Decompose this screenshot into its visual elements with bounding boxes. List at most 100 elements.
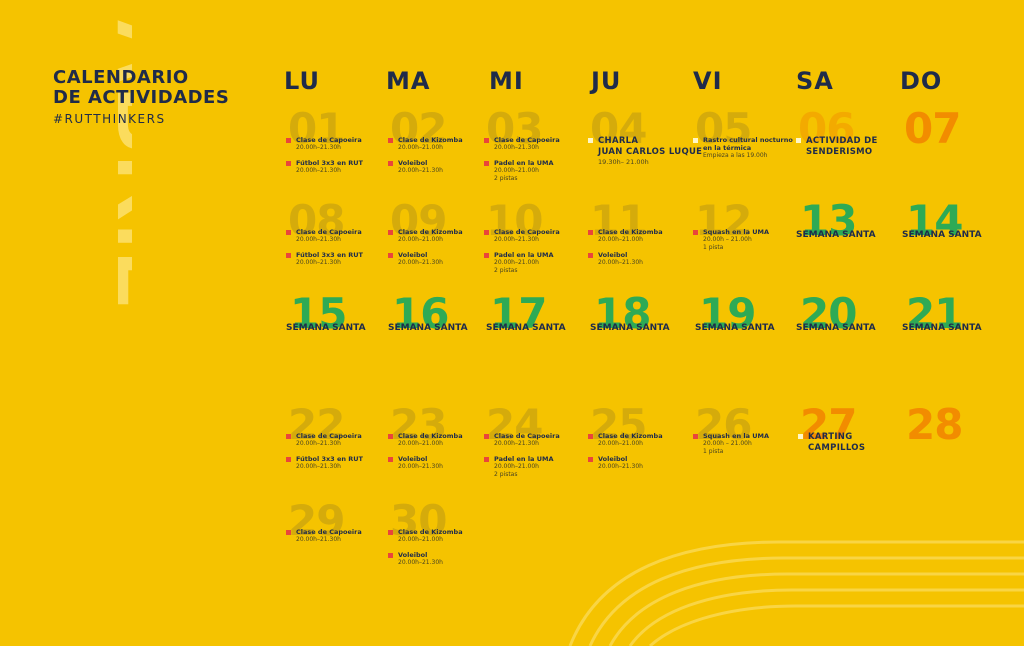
- event-item[interactable]: Clase de Kizomba 20.00h–21.00h: [388, 136, 498, 152]
- event-item[interactable]: Clase de Kizomba 20.00h–21.00h: [588, 228, 698, 244]
- event-title: Clase de Kizomba: [398, 136, 463, 144]
- event-item[interactable]: Squash en la UMA 20.00h – 21.00h 1 pista: [693, 432, 803, 456]
- event-title: Rastro cultural nocturno: [703, 136, 793, 144]
- day-cell[interactable]: 14 SEMANA SANTA: [902, 200, 1004, 288]
- event-item[interactable]: Voleibol 20.00h–21.30h: [588, 251, 698, 267]
- event-note: 1 pista: [703, 448, 724, 455]
- event-item[interactable]: Voleibol 20.00h–21.30h: [388, 455, 498, 471]
- day-number: 04: [590, 104, 647, 153]
- holiday-label: SEMANA SANTA: [902, 230, 982, 240]
- event-title-2: JUAN CARLOS LUQUE: [598, 147, 703, 157]
- event-item[interactable]: Clase de Capoeira 20.00h–21.30h: [286, 228, 396, 244]
- day-cell[interactable]: 07: [902, 108, 1002, 196]
- event-title: Padel en la UMA: [494, 159, 554, 167]
- event-item[interactable]: Clase de Capoeira 20.00h–21.30h: [286, 136, 396, 152]
- day-number: 21: [906, 289, 963, 338]
- day-cell[interactable]: 16 SEMANA SANTA: [388, 293, 490, 381]
- day-number: 25: [590, 400, 647, 449]
- day-cell[interactable]: 26 Squash en la UMA 20.00h – 21.00h 1 pi…: [693, 404, 793, 492]
- day-cell[interactable]: 21 SEMANA SANTA: [902, 289, 1004, 381]
- event-item[interactable]: Clase de Capoeira 20.00h–21.30h: [484, 432, 594, 448]
- event-item[interactable]: Voleibol 20.00h–21.30h: [388, 159, 498, 175]
- event-item[interactable]: Fútbol 3x3 en RUT 20.00h–21.30h: [286, 159, 396, 175]
- day-number: 10: [486, 196, 543, 245]
- event-item[interactable]: Clase de Capoeira 20.00h–21.30h: [484, 228, 594, 244]
- day-cell[interactable]: 04 CHARLA JUAN CARLOS LUQUE 19.30h– 21.0…: [588, 104, 702, 196]
- day-cell[interactable]: 27 KARTING CAMPILLOS: [798, 404, 898, 492]
- day-cell[interactable]: 06 ACTIVIDAD DE SENDERISMO: [796, 108, 896, 196]
- event-time: 20.00h–21.30h: [296, 463, 341, 470]
- event-item[interactable]: Voleibol 20.00h–21.30h: [388, 551, 498, 567]
- day-cell[interactable]: 20 SEMANA SANTA: [796, 293, 898, 381]
- day-cell[interactable]: 09 Clase de Kizomba 20.00h–21.00h Voleib…: [388, 200, 488, 288]
- event-item[interactable]: ACTIVIDAD DE SENDERISMO: [796, 136, 906, 158]
- event-item[interactable]: Squash en la UMA 20.00h – 21.00h 1 pista: [693, 228, 803, 252]
- event-item[interactable]: Voleibol 20.00h–21.30h: [388, 251, 498, 267]
- event-title: Clase de Kizomba: [398, 528, 463, 536]
- day-cell[interactable]: 25 Clase de Kizomba 20.00h–21.00h Voleib…: [588, 404, 688, 492]
- event-time: 20.00h–21.30h: [398, 167, 443, 174]
- event-item[interactable]: Padel en la UMA 20.00h–21.00h 2 pistas: [484, 251, 594, 275]
- day-number: 15: [290, 289, 347, 338]
- event-item[interactable]: CHARLA JUAN CARLOS LUQUE 19.30h– 21.00h: [588, 136, 703, 166]
- day-cell[interactable]: 29 Clase de Capoeira 20.00h–21.30h: [286, 500, 386, 588]
- day-cell[interactable]: 28: [904, 404, 1004, 492]
- event-time: 20.00h–21.00h: [598, 440, 643, 447]
- dayname-sun: DO: [900, 67, 943, 95]
- holiday-label: SEMANA SANTA: [796, 323, 876, 333]
- event-item[interactable]: KARTING CAMPILLOS: [798, 432, 908, 454]
- day-number: 13: [800, 196, 857, 245]
- event-item[interactable]: Padel en la UMA 20.00h–21.00h 2 pistas: [484, 455, 594, 479]
- day-number: 11: [590, 196, 647, 245]
- event-item[interactable]: Clase de Capoeira 20.00h–21.30h: [286, 528, 396, 544]
- event-note: 2 pistas: [494, 175, 518, 182]
- day-cell[interactable]: 30 Clase de Kizomba 20.00h–21.00h Voleib…: [388, 500, 488, 588]
- day-cell[interactable]: 22 Clase de Capoeira 20.00h–21.30h Fútbo…: [286, 404, 386, 492]
- month-text: ABRIL: [98, 18, 132, 309]
- day-cell[interactable]: 10 Clase de Capoeira 20.00h–21.30h Padel…: [484, 200, 584, 288]
- event-time: 19.30h– 21.00h: [598, 158, 649, 166]
- day-cell[interactable]: 03 Clase de Capoeira 20.00h–21.30h Padel…: [484, 108, 584, 196]
- day-cell[interactable]: 15 SEMANA SANTA: [286, 289, 388, 381]
- event-item[interactable]: Rastro cultural nocturno en la térmica E…: [693, 136, 803, 160]
- day-cell[interactable]: 12 Squash en la UMA 20.00h – 21.00h 1 pi…: [693, 200, 793, 288]
- event-item[interactable]: Clase de Kizomba 20.00h–21.00h: [388, 528, 498, 544]
- event-item[interactable]: Clase de Kizomba 20.00h–21.00h: [588, 432, 698, 448]
- day-number: 18: [594, 289, 651, 338]
- event-item[interactable]: Clase de Kizomba 20.00h–21.00h: [388, 228, 498, 244]
- event-time: 20.00h–21.30h: [494, 144, 539, 151]
- event-time: 20.00h–21.00h: [398, 144, 443, 151]
- dayname-fri: VI: [693, 67, 723, 95]
- day-cell[interactable]: 01 Clase de Capoeira 20.00h–21.30h Fútbo…: [286, 108, 386, 196]
- day-cell[interactable]: 24 Clase de Capoeira 20.00h–21.30h Padel…: [484, 404, 584, 492]
- day-cell[interactable]: 17 SEMANA SANTA: [486, 293, 588, 381]
- day-cell[interactable]: 13 SEMANA SANTA: [796, 196, 898, 288]
- event-item[interactable]: Voleibol 20.00h–21.30h: [588, 455, 698, 471]
- day-number: 19: [699, 289, 756, 338]
- day-number: 29: [288, 496, 345, 545]
- day-cell[interactable]: 23 Clase de Kizomba 20.00h–21.00h Voleib…: [388, 404, 488, 492]
- event-time: 20.00h–21.30h: [296, 536, 341, 543]
- decorative-track-lines: [568, 540, 1024, 646]
- event-item[interactable]: Fútbol 3x3 en RUT 20.00h–21.30h: [286, 251, 396, 267]
- day-cell[interactable]: 02 Clase de Kizomba 20.00h–21.00h Voleib…: [388, 108, 488, 196]
- event-item[interactable]: Padel en la UMA 20.00h–21.00h 2 pistas: [484, 159, 594, 183]
- event-item[interactable]: Fútbol 3x3 en RUT 20.00h–21.30h: [286, 455, 396, 471]
- event-title-2: CAMPILLOS: [808, 443, 866, 453]
- event-title: Padel en la UMA: [494, 251, 554, 259]
- day-cell[interactable]: 08 Clase de Capoeira 20.00h–21.30h Fútbo…: [286, 200, 386, 288]
- day-cell[interactable]: 11 Clase de Kizomba 20.00h–21.00h Voleib…: [588, 200, 688, 288]
- day-number: 27: [800, 400, 857, 449]
- event-title: Padel en la UMA: [494, 455, 554, 463]
- event-item[interactable]: Clase de Capoeira 20.00h–21.30h: [286, 432, 396, 448]
- event-item[interactable]: Clase de Capoeira 20.00h–21.30h: [484, 136, 594, 152]
- day-cell[interactable]: 18 SEMANA SANTA: [590, 289, 692, 381]
- event-title: Fútbol 3x3 en RUT: [296, 251, 363, 259]
- event-item[interactable]: Clase de Kizomba 20.00h–21.00h: [388, 432, 498, 448]
- event-time: 20.00h–21.30h: [494, 440, 539, 447]
- event-title: Clase de Kizomba: [598, 432, 663, 440]
- day-cell[interactable]: 19 SEMANA SANTA: [695, 289, 797, 381]
- day-number: 09: [390, 196, 447, 245]
- day-cell[interactable]: 05 Rastro cultural nocturno en la térmic…: [693, 108, 793, 196]
- event-title: Fútbol 3x3 en RUT: [296, 159, 363, 167]
